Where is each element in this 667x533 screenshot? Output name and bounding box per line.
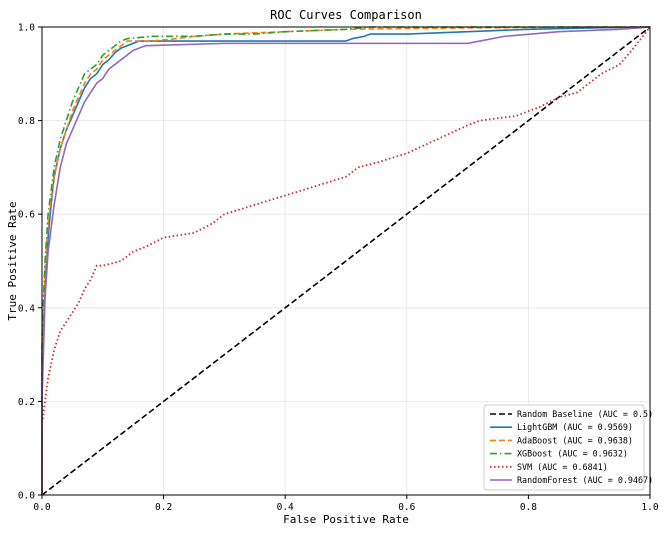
y-tick-label: 1.0 — [18, 23, 35, 34]
x-tick-label: 1.0 — [641, 502, 658, 513]
legend-label: SVM (AUC = 0.6841) — [517, 462, 608, 472]
chart-title: ROC Curves Comparison — [270, 8, 422, 22]
baseline-layer — [41, 26, 651, 496]
legend-box — [483, 404, 645, 491]
legend-label: Random Baseline (AUC = 0.5) — [517, 409, 653, 419]
legend-label: AdaBoost (AUC = 0.9638) — [517, 435, 633, 445]
legend-label: RandomForest (AUC = 0.9467) — [517, 475, 653, 485]
y-tick-label: 0.4 — [18, 303, 35, 314]
y-tick-label: 0.6 — [18, 210, 35, 221]
legend: Random Baseline (AUC = 0.5) LightGBM (AUC… — [483, 404, 653, 491]
x-tick-label: 0.6 — [398, 502, 415, 513]
y-tick-label: 0.8 — [18, 116, 35, 127]
x-tick-label: 0.0 — [33, 502, 50, 513]
x-tick-label: 0.2 — [155, 502, 172, 513]
y-axis-ticks: 0.0 0.2 0.4 0.6 0.8 1.0 — [18, 23, 42, 502]
y-tick-label: 0.0 — [18, 491, 35, 502]
y-axis-label: True Positive Rate — [6, 201, 19, 320]
legend-label: LightGBM (AUC = 0.9569) — [517, 422, 633, 432]
series-lines — [41, 26, 651, 495]
x-axis-label: False Positive Rate — [283, 513, 409, 526]
x-axis-ticks: 0.0 0.2 0.4 0.6 0.8 1.0 — [33, 495, 659, 513]
legend-label: XGBoost (AUC = 0.9632) — [517, 449, 628, 459]
grid-lines — [41, 26, 651, 496]
y-tick-label: 0.2 — [18, 397, 35, 408]
series-line-2 — [41, 26, 650, 495]
legend-items: Random Baseline (AUC = 0.5) LightGBM (AUC… — [490, 409, 653, 485]
plot-frame — [41, 26, 651, 496]
series-line-0 — [41, 26, 651, 496]
series-line-5 — [41, 26, 651, 495]
x-tick-label: 0.8 — [520, 502, 537, 513]
series-line-3 — [41, 26, 650, 495]
x-tick-label: 0.4 — [277, 502, 294, 513]
